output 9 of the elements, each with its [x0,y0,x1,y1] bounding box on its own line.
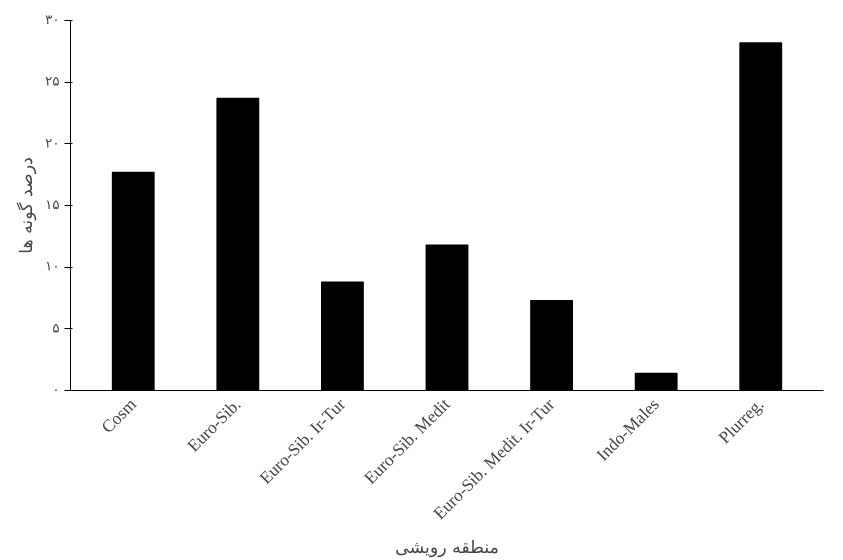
y-tick-label: ۲۰ [45,136,60,152]
y-tick-label: ۵ [52,321,60,336]
y-tick-label: ۳۰ [45,13,60,28]
y-tick-label: ۱۵ [45,198,60,213]
y-tick-label: ۱۰ [45,260,60,275]
y-tick-label: ۰ [52,383,60,398]
x-axis-title: منطقه رویشی [395,538,499,558]
y-tick-label: ۲۵ [45,74,60,90]
y-axis-title: درصد گونه ها [16,157,38,254]
